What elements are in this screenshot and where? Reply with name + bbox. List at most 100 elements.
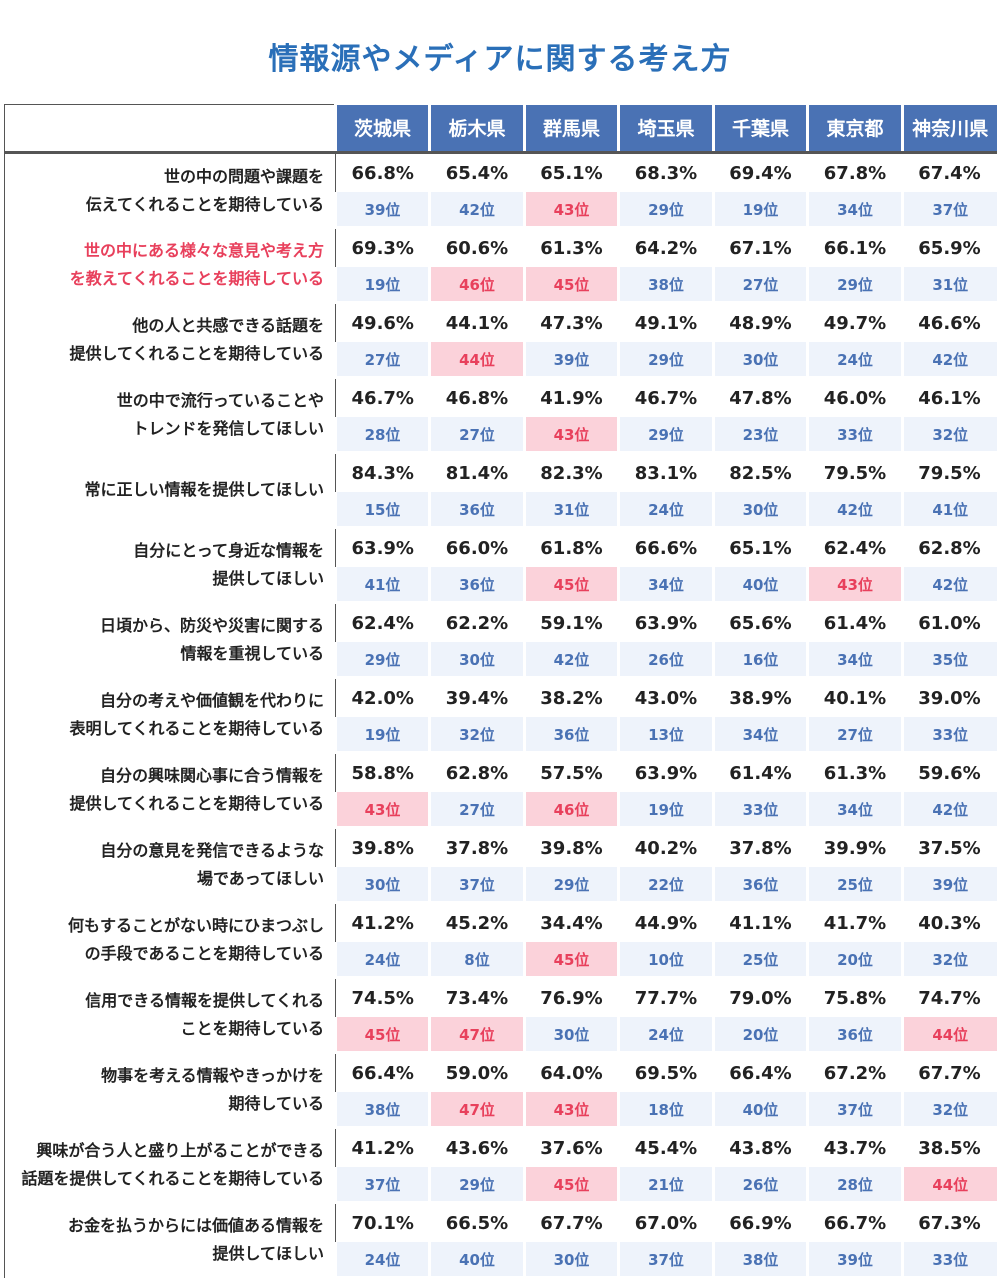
- percentage-cell: 49.6%: [351, 312, 414, 334]
- percentage-cell: 62.2%: [445, 612, 509, 634]
- rank-cell: 44位: [901, 1017, 997, 1054]
- rank-cell: 46位: [523, 792, 619, 829]
- rank-cell: 18位: [617, 1092, 714, 1129]
- rank-cell: 23位: [712, 417, 808, 454]
- percentage-cell: 61.8%: [540, 537, 603, 559]
- percentage-cell: 69.3%: [351, 237, 414, 259]
- data-table: 茨城県 栃木県 群馬県 埼玉県 千葉県 東京都 神奈川県 世の中の問題や課題を 伝えてくれる…: [4, 104, 997, 1279]
- rank-cell: 37位: [901, 192, 997, 229]
- percentage-cell: 73.4%: [445, 987, 509, 1009]
- rank-row: 39位 42位 43位 29位 19位 34位 37位: [5, 192, 997, 229]
- table-row: 世の中にある様々な意見や考え方 を教えてくれることを期待している 69.3% 60.…: [4, 227, 997, 303]
- rank-cell: 40位: [712, 1092, 808, 1129]
- table-row: 自分にとって身近な情報を 提供してほしい 63.9% 66.0% 61.8% 66.6%…: [4, 527, 997, 603]
- header-corner: [4, 104, 336, 154]
- rank-row: 24位 8位 45位 10位 25位 20位 32位: [5, 942, 997, 979]
- percentage-cell: 41.7%: [823, 912, 887, 934]
- percentage-cell: 66.4%: [729, 1062, 792, 1084]
- percentage-cell: 44.9%: [634, 912, 698, 934]
- percentage-cell: 62.8%: [918, 537, 981, 559]
- percentage-cell: 61.4%: [823, 612, 887, 634]
- rank-cell: 34位: [806, 792, 903, 829]
- percentage-cell: 40.1%: [823, 687, 887, 709]
- percentage-cell: 38.2%: [540, 687, 603, 709]
- rank-cell: 28位: [334, 417, 430, 454]
- column-header-6: 神奈川県: [901, 104, 997, 154]
- percentage-cell: 77.7%: [634, 987, 698, 1009]
- percentage-cell: 66.7%: [823, 1212, 887, 1234]
- row-label: 世の中で流行っていることや トレンドを発信してほしい: [4, 377, 336, 453]
- table-row: 常に正しい情報を提供してほしい 84.3% 81.4% 82.3% 83.1% 82.5%…: [4, 452, 997, 528]
- percentage-cell: 38.9%: [729, 687, 792, 709]
- rank-cell: 29位: [334, 642, 430, 679]
- percentage-cell: 66.5%: [445, 1212, 509, 1234]
- rank-cell: 26位: [712, 1167, 808, 1204]
- rank-cell: 25位: [712, 942, 808, 979]
- percentage-cell: 43.7%: [823, 1137, 887, 1159]
- rank-row: 38位 47位 43位 18位 40位 37位 32位: [5, 1092, 997, 1129]
- rank-cell: 24位: [334, 942, 430, 979]
- percentage-cell: 69.4%: [729, 162, 792, 184]
- table-row: 物事を考える情報やきっかけを 期待している 66.4% 59.0% 64.0% 69.5…: [4, 1052, 997, 1128]
- percentage-cell: 61.0%: [918, 612, 981, 634]
- percentage-cell: 46.1%: [918, 387, 981, 409]
- percentage-cell: 63.9%: [351, 537, 414, 559]
- percentage-cell: 76.9%: [540, 987, 603, 1009]
- percentage-cell: 67.4%: [918, 162, 981, 184]
- rank-row: 28位 27位 43位 29位 23位 33位 32位: [5, 417, 997, 454]
- percentage-cell: 46.7%: [351, 387, 414, 409]
- percentage-cell: 63.9%: [634, 612, 698, 634]
- rank-row: 19位 32位 36位 13位 34位 27位 33位: [5, 717, 997, 754]
- percentage-cell: 67.3%: [918, 1212, 981, 1234]
- rank-cell: 43位: [523, 1092, 619, 1129]
- rank-cell: 25位: [806, 867, 903, 904]
- table-row: 世の中で流行っていることや トレンドを発信してほしい 46.7% 46.8% 41.9…: [4, 377, 997, 453]
- percentage-cell: 69.5%: [634, 1062, 698, 1084]
- percentage-cell: 60.6%: [445, 237, 509, 259]
- row-label: 他の人と共感できる話題を 提供してくれることを期待している: [4, 302, 336, 378]
- percentage-cell: 65.1%: [729, 537, 792, 559]
- percentage-cell: 64.0%: [540, 1062, 603, 1084]
- row-label: 世の中の問題や課題を 伝えてくれることを期待している: [4, 152, 336, 228]
- rank-cell: 10位: [617, 942, 714, 979]
- rank-cell: 39位: [901, 867, 997, 904]
- percentage-cell: 61.4%: [729, 762, 792, 784]
- rank-cell: 24位: [617, 492, 714, 529]
- rank-cell: 42位: [901, 792, 997, 829]
- rank-cell: 29位: [617, 417, 714, 454]
- rank-row: 30位 37位 29位 22位 36位 25位 39位: [5, 867, 997, 904]
- percentage-cell: 62.4%: [351, 612, 414, 634]
- rank-row: 37位 29位 45位 21位 26位 28位 44位: [5, 1167, 997, 1204]
- rank-cell: 8位: [428, 942, 525, 979]
- rank-cell: 29位: [617, 342, 714, 379]
- rank-cell: 38位: [334, 1092, 430, 1129]
- rank-cell: 42位: [428, 192, 525, 229]
- row-label: 日頃から、防災や災害に関する 情報を重視している: [4, 602, 336, 678]
- percentage-cell: 65.6%: [729, 612, 792, 634]
- rank-cell: 37位: [334, 1167, 430, 1204]
- percentage-cell: 66.0%: [445, 537, 509, 559]
- percentage-cell: 48.9%: [729, 312, 792, 334]
- rank-cell: 37位: [617, 1242, 714, 1279]
- row-label: 自分にとって身近な情報を 提供してほしい: [4, 527, 336, 603]
- table-row: お金を払うからには価値ある情報を 提供してほしい 70.1% 66.5% 67.7% 6…: [4, 1202, 997, 1278]
- percentage-cell: 62.4%: [823, 537, 887, 559]
- row-label: 常に正しい情報を提供してほしい: [4, 452, 336, 528]
- rank-cell: 27位: [428, 417, 525, 454]
- row-label: 自分の考えや価値観を代わりに 表明してくれることを期待している: [4, 677, 336, 753]
- rank-cell: 38位: [712, 1242, 808, 1279]
- percentage-cell: 79.5%: [823, 462, 887, 484]
- table-body: 世の中の問題や課題を 伝えてくれることを期待している 66.8% 65.4% 65.1…: [4, 152, 997, 1279]
- percentage-cell: 57.5%: [540, 762, 603, 784]
- column-header-4: 千葉県: [712, 104, 808, 154]
- rank-row: 29位 30位 42位 26位 16位 34位 35位: [5, 642, 997, 679]
- percentage-cell: 40.2%: [634, 837, 698, 859]
- rank-cell: 43位: [334, 792, 430, 829]
- rank-cell: 31位: [523, 492, 619, 529]
- percentage-cell: 43.8%: [729, 1137, 792, 1159]
- rank-row: 15位 36位 31位 24位 30位 42位 41位: [5, 492, 997, 529]
- rank-cell: 33位: [712, 792, 808, 829]
- percentage-cell: 37.8%: [445, 837, 509, 859]
- column-header-1: 栃木県: [428, 104, 525, 154]
- rank-cell: 41位: [901, 492, 997, 529]
